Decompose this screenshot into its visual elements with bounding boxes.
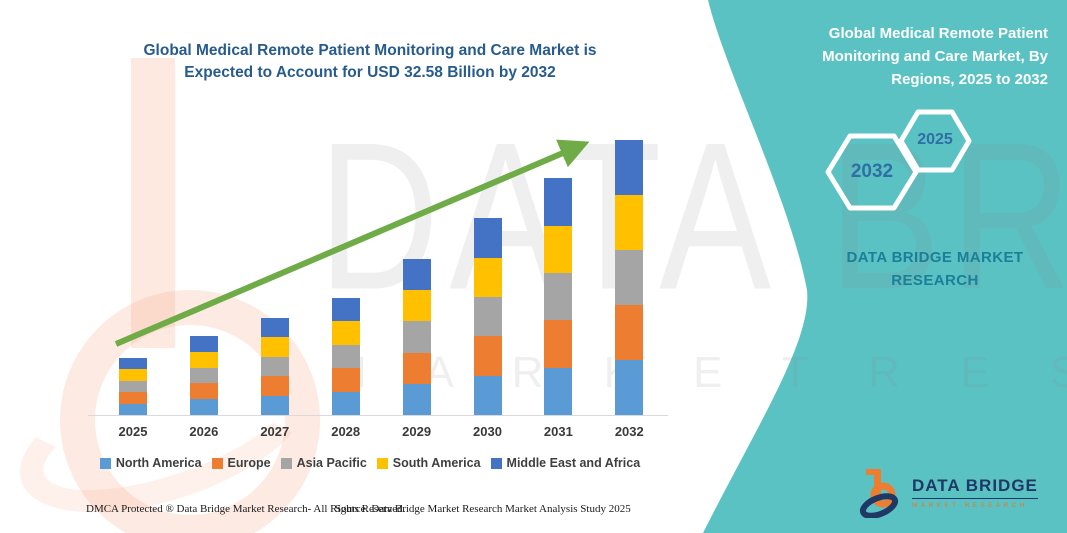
bar-segment-europe: [473, 336, 502, 376]
company-logo: DATA BRIDGE MARKET RESEARCH: [858, 466, 1038, 518]
panel-caption: DATA BRIDGE MARKET RESEARCH: [846, 249, 1024, 289]
legend-label: Asia Pacific: [296, 456, 367, 470]
logo-tagline: MARKET RESEARCH: [912, 501, 1028, 509]
bar-segment-asia-pacific: [544, 272, 573, 321]
bar-segment-middle-east-and-africa: [473, 218, 502, 258]
bar-segment-europe: [331, 368, 360, 392]
bar-segment-north-america: [473, 375, 502, 415]
x-axis-label-2030: 2030: [473, 424, 502, 439]
legend-label: South America: [392, 456, 481, 470]
hexagons-graphic: [825, 109, 972, 211]
legend-label: Europe: [227, 456, 271, 470]
bar-2031: [544, 178, 573, 415]
legend-item-asia-pacific: Asia Pacific: [280, 456, 367, 470]
trend-arrow: [114, 139, 590, 347]
bar-segment-middle-east-and-africa: [544, 178, 573, 226]
legend-swatch: [280, 457, 292, 469]
bar-segment-asia-pacific: [189, 367, 218, 384]
legend-swatch: [99, 457, 111, 469]
bar-segment-middle-east-and-africa: [402, 258, 431, 291]
legend-label: North America: [115, 456, 202, 470]
hexagon-year-2032: 2032: [850, 161, 894, 182]
bar-segment-north-america: [615, 359, 644, 415]
bar-segment-asia-pacific: [402, 321, 431, 353]
trend-arrow-line: [114, 139, 590, 347]
bar-2025: [119, 358, 147, 415]
bar-segment-north-america: [119, 403, 147, 415]
bar-2032: [615, 139, 644, 415]
bar-segment-europe: [119, 392, 147, 404]
logo-text: DATA BRIDGE MARKET RESEARCH: [912, 476, 1038, 509]
chart-legend: North America Europe Asia Pacific South Ame…: [70, 456, 670, 470]
bar-segment-south-america: [544, 225, 573, 273]
bar-segment-middle-east-and-africa: [615, 139, 644, 195]
bar-segment-middle-east-and-africa: [189, 336, 218, 352]
bar-segment-asia-pacific: [615, 249, 644, 305]
legend-swatch: [376, 457, 388, 469]
bar-segment-south-america: [260, 337, 289, 357]
bar-segment-asia-pacific: [331, 344, 360, 369]
bar-segment-south-america: [189, 351, 218, 368]
bar-segment-europe: [189, 383, 218, 400]
x-axis-label-2032: 2032: [614, 424, 644, 439]
legend-item-middle-east-and-africa: Middle East and Africa: [490, 456, 641, 470]
bar-2030: [473, 218, 502, 415]
bar-segment-north-america: [189, 399, 218, 415]
bar-segment-middle-east-and-africa: [331, 297, 360, 322]
bar-segment-middle-east-and-africa: [260, 317, 289, 338]
legend-swatch: [490, 457, 502, 469]
bar-segment-south-america: [473, 257, 502, 298]
x-axis-label-2029: 2029: [402, 424, 432, 439]
bar-segment-north-america: [544, 367, 573, 415]
teal-panel-path: [703, 0, 1067, 533]
bar-segment-north-america: [402, 383, 431, 415]
footer-source-text: Source: Data Bridge Market Research Mark…: [335, 503, 631, 515]
bar-segment-south-america: [119, 369, 147, 381]
legend-item-europe: Europe: [211, 456, 271, 470]
bar-segment-north-america: [260, 395, 289, 415]
bar-2027: [260, 317, 289, 415]
chart-plot-area: 2025 2026 2027 2028 2029 2030 2031 2032: [88, 118, 672, 439]
bar-2028: [331, 297, 360, 415]
bar-segment-europe: [260, 376, 289, 396]
x-axis-line: [88, 415, 668, 416]
footer-dmca-text: DMCA Protected ® Data Bridge Market Rese…: [86, 503, 406, 515]
bar-segment-south-america: [402, 290, 431, 322]
x-axis-label-2027: 2027: [260, 424, 290, 439]
bar-2029: [402, 258, 431, 415]
bar-segment-asia-pacific: [260, 356, 289, 377]
bar-segment-north-america: [331, 391, 360, 415]
bar-segment-asia-pacific: [473, 297, 502, 337]
hexagon-2032-outline: [825, 133, 919, 211]
x-axis-label-2028: 2028: [331, 424, 361, 439]
legend-item-north-america: North America: [99, 456, 202, 470]
x-axis-label-2026: 2026: [189, 424, 219, 439]
bar-segment-asia-pacific: [119, 380, 147, 393]
panel-title: Global Medical Remote Patient Monitoring…: [822, 25, 1048, 88]
logo-name: DATA BRIDGE: [912, 476, 1038, 499]
hexagon-2025-outline: [898, 109, 972, 173]
x-axis-label-2031: 2031: [543, 424, 573, 439]
bar-segment-europe: [615, 304, 644, 360]
legend-swatch: [211, 457, 223, 469]
x-axis-label-2025: 2025: [118, 424, 148, 439]
hexagon-year-2025: 2025: [917, 131, 953, 148]
bar-segment-south-america: [615, 194, 644, 250]
bar-segment-south-america: [331, 321, 360, 345]
legend-item-south-america: South America: [376, 456, 481, 470]
data-bridge-logo-icon: [859, 469, 899, 518]
bar-2026: [189, 336, 218, 415]
bar-segment-europe: [402, 352, 431, 384]
legend-label: Middle East and Africa: [506, 456, 641, 470]
bar-segment-middle-east-and-africa: [119, 358, 147, 370]
chart-title: Global Medical Remote Patient Monitoring…: [143, 42, 597, 81]
bar-segment-europe: [544, 320, 573, 368]
